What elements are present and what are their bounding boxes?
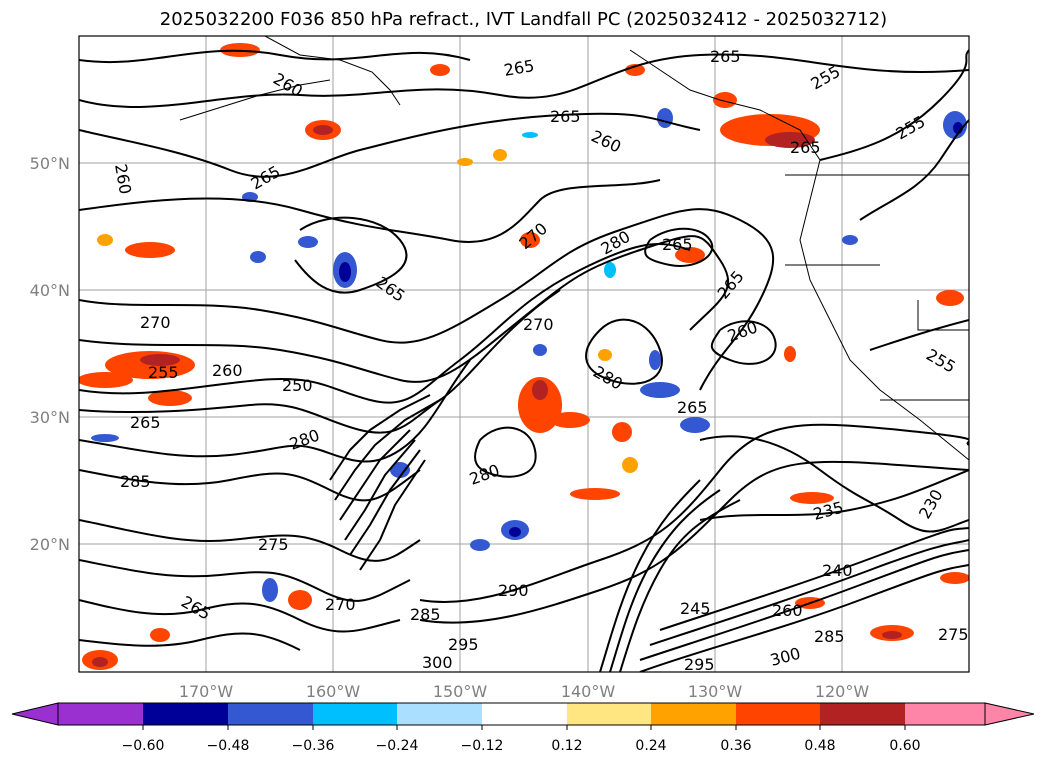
colorbar-extend-left: [11, 702, 59, 726]
map-panel: [79, 36, 969, 672]
contour-label: 265: [662, 235, 693, 254]
contour-label: 260: [772, 601, 803, 620]
contour-label: 265: [790, 138, 821, 157]
colorbar-segment: [905, 703, 985, 725]
colorbar-label: 0.12: [551, 738, 582, 754]
coastlines: [179, 36, 969, 461]
contour-label: 295: [448, 635, 479, 654]
contour-label: 250: [282, 376, 313, 395]
colorbar-segment: [143, 703, 228, 725]
contour-label: 245: [680, 599, 711, 618]
colorbar-segment: [482, 703, 567, 725]
contour-lines: [79, 49, 969, 672]
colorbar-label: −0.60: [122, 738, 165, 754]
contour-label: 285: [814, 627, 845, 646]
lon-tick-label: 140°W: [561, 682, 616, 701]
colorbar-border: [57, 702, 986, 726]
colorbar-label: 0.60: [889, 738, 920, 754]
colorbar-label: −0.12: [461, 738, 504, 754]
contour-label: 265: [677, 398, 708, 417]
lon-tick-label: 130°W: [688, 682, 743, 701]
contour-label: 300: [422, 653, 453, 672]
colorbar-segment: [820, 703, 905, 725]
contour-label: 240: [822, 561, 853, 580]
contour-label: 270: [325, 595, 356, 614]
shaded-patches: [79, 43, 969, 670]
contour-label: 290: [498, 581, 529, 600]
contour-label: 285: [120, 472, 151, 491]
colorbar-segment: [736, 703, 820, 725]
colorbar-label: −0.36: [292, 738, 335, 754]
colorbar-segment: [58, 703, 143, 725]
colorbar-segment: [313, 703, 397, 725]
lon-tick-labels: 170°W 160°W 150°W 140°W 130°W 120°W: [179, 682, 870, 701]
contour-label: 260: [212, 361, 243, 380]
colorbar-label: 0.24: [635, 738, 666, 754]
colorbar-segment: [567, 703, 651, 725]
contour-label: 270: [140, 313, 171, 332]
colorbar-segment: [397, 703, 482, 725]
lat-tick-labels: 50°N 40°N 30°N 20°N: [30, 154, 70, 554]
colorbar-label: 0.48: [804, 738, 835, 754]
contour-label: 265: [710, 47, 741, 66]
contour-label: 265: [130, 413, 161, 432]
figure-title: 2025032200 F036 850 hPa refract., IVT La…: [159, 9, 888, 30]
map-border: [78, 35, 970, 673]
colorbar: −0.60 −0.48 −0.36 −0.24 −0.12 0.12 0.24 …: [11, 702, 1035, 754]
contour-label: 285: [410, 605, 441, 624]
lat-tick-label: 50°N: [30, 154, 70, 173]
contour-label: 255: [148, 363, 179, 382]
lon-tick-label: 160°W: [306, 682, 361, 701]
colorbar-label: −0.24: [376, 738, 419, 754]
contour-label: 275: [938, 625, 969, 644]
lon-tick-label: 150°W: [433, 682, 488, 701]
colorbar-extend-right: [984, 702, 1035, 726]
lon-tick-label: 120°W: [815, 682, 870, 701]
colorbar-label: 0.36: [720, 738, 751, 754]
lat-tick-label: 20°N: [30, 535, 70, 554]
contour-label: 295: [684, 655, 715, 674]
lat-tick-label: 30°N: [30, 408, 70, 427]
contour-label: 265: [550, 107, 581, 126]
contour-label: 275: [258, 535, 289, 554]
contour-label: 270: [523, 315, 554, 334]
colorbar-segment: [228, 703, 313, 725]
colorbar-segment: [651, 703, 736, 725]
lon-tick-label: 170°W: [179, 682, 234, 701]
colorbar-label: −0.48: [207, 738, 250, 754]
lat-tick-label: 40°N: [30, 281, 70, 300]
